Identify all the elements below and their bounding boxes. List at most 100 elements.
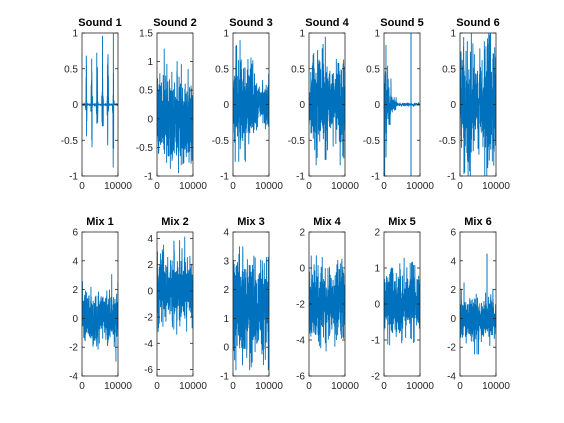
subplot-7: -4 -2 0 2 4 6 0 10000 Mix 1	[69, 216, 132, 392]
y-tick-label: 6	[72, 228, 78, 239]
y-tick-label: 4	[223, 228, 229, 239]
x-tick-label: 10000	[255, 381, 283, 392]
y-tick-label: -2	[447, 343, 456, 354]
y-tick-label: -6	[296, 372, 305, 383]
waveform-line	[384, 45, 420, 176]
y-tick-label: -1	[371, 336, 380, 347]
x-tick-label: 10000	[104, 381, 132, 392]
subplot-title: Mix 2	[161, 216, 189, 228]
axes-box	[232, 231, 270, 377]
y-tick-label: 0.5	[139, 86, 153, 97]
y-tick-label: -1	[447, 172, 456, 183]
x-tick-label: 0	[306, 381, 312, 392]
subplot-3: -1 -0.5 0 0.5 1 0 10000 Sound 3	[212, 17, 284, 192]
y-tick-label: 1.5	[139, 29, 153, 40]
y-tick-label: 4	[147, 234, 153, 245]
axes-box	[81, 231, 119, 377]
y-tick-label: 0	[299, 100, 305, 111]
x-tick-label: 0	[457, 381, 463, 392]
y-tick-label: -0.5	[439, 136, 457, 147]
y-tick-label: 0.5	[442, 64, 456, 75]
y-tick-label: -1	[220, 172, 229, 183]
y-tick-label: 0	[374, 300, 380, 311]
subplot-title: Mix 1	[86, 216, 114, 228]
y-tick-label: 0	[72, 100, 78, 111]
y-tick-label: 0.5	[64, 64, 78, 75]
y-tick-label: -2	[371, 372, 380, 383]
y-tick-label: 4	[72, 256, 78, 267]
y-tick-label: 1	[72, 29, 78, 40]
y-tick-label: 0.5	[366, 64, 380, 75]
y-tick-label: 1	[450, 29, 456, 40]
waveform-line	[157, 236, 193, 335]
subplot-11: -2 -1 0 1 2 0 10000 Mix 5	[371, 216, 434, 392]
x-tick-label: 10000	[255, 181, 283, 192]
x-tick-label: 10000	[331, 381, 359, 392]
y-tick-label: 1	[374, 264, 380, 275]
waveform-line	[309, 255, 345, 352]
subplot-title: Sound 6	[456, 17, 499, 29]
y-tick-label: 2	[450, 285, 456, 296]
y-tick-label: 0	[299, 264, 305, 275]
x-tick-label: 0	[79, 381, 85, 392]
y-tick-label: 2	[299, 228, 305, 239]
subplot-8: -6 -4 -2 0 2 4 0 10000 Mix 2	[144, 216, 207, 392]
subplot-title: Sound 5	[380, 17, 423, 29]
x-tick-label: 10000	[331, 181, 359, 192]
x-tick-label: 10000	[482, 181, 510, 192]
waveform-line	[82, 33, 118, 168]
axes-box	[459, 231, 497, 377]
subplot-4: -1 -0.5 0 0.5 1 0 10000 Sound 4	[288, 17, 360, 192]
x-tick-label: 0	[457, 181, 463, 192]
waveform-line	[233, 40, 269, 162]
y-tick-label: 2	[223, 285, 229, 296]
subplot-title: Mix 4	[313, 216, 341, 228]
y-tick-label: -1	[144, 172, 153, 183]
waveform-line	[82, 274, 118, 362]
y-tick-label: 0	[147, 286, 153, 297]
subplot-title: Mix 3	[237, 216, 265, 228]
y-tick-label: 0	[72, 314, 78, 325]
subplot-title: Mix 5	[388, 216, 416, 228]
subplot-12: -4 -2 0 2 4 6 0 10000 Mix 6	[447, 216, 510, 392]
y-tick-label: 2	[147, 260, 153, 271]
subplot-10: -6 -4 -2 0 2 0 10000 Mix 4	[296, 216, 359, 392]
subplot-5: -1 -0.5 0 0.5 1 0 10000 Sound 5	[363, 17, 435, 192]
subplot-title: Sound 3	[229, 17, 272, 29]
y-tick-label: 0	[223, 100, 229, 111]
y-tick-label: -2	[296, 300, 305, 311]
subplot-6: -1 -0.5 0 0.5 1 0 10000 Sound 6	[439, 17, 511, 192]
waveform-line	[460, 33, 496, 176]
y-tick-label: 0.5	[215, 64, 229, 75]
y-tick-label: 2	[72, 285, 78, 296]
x-tick-label: 10000	[406, 381, 434, 392]
y-tick-label: -4	[296, 336, 305, 347]
y-tick-label: 1	[299, 29, 305, 40]
y-tick-label: 0	[450, 100, 456, 111]
y-tick-label: -1	[296, 172, 305, 183]
subplot-title: Mix 6	[464, 216, 492, 228]
y-tick-label: -1	[69, 172, 78, 183]
y-tick-label: -0.5	[212, 136, 230, 147]
y-tick-label: 4	[450, 256, 456, 267]
x-tick-label: 10000	[406, 181, 434, 192]
waveform-line	[157, 48, 193, 174]
x-tick-label: 0	[230, 381, 236, 392]
y-tick-label: -6	[144, 365, 153, 376]
x-tick-label: 10000	[179, 381, 207, 392]
x-tick-label: 0	[154, 381, 160, 392]
y-tick-label: 0	[223, 343, 229, 354]
y-tick-label: 1	[223, 314, 229, 325]
x-tick-label: 0	[154, 181, 160, 192]
subplot-title: Sound 1	[78, 17, 121, 29]
y-tick-label: -0.5	[136, 143, 154, 154]
subplot-2: -1 -0.5 0 0.5 1 1.5 0 10000 Sound 2	[136, 17, 208, 192]
y-tick-label: -1	[371, 172, 380, 183]
y-tick-label: -4	[447, 372, 456, 383]
subplot-title: Sound 2	[153, 17, 196, 29]
x-tick-label: 10000	[104, 181, 132, 192]
x-tick-label: 10000	[482, 381, 510, 392]
x-tick-label: 0	[381, 381, 387, 392]
